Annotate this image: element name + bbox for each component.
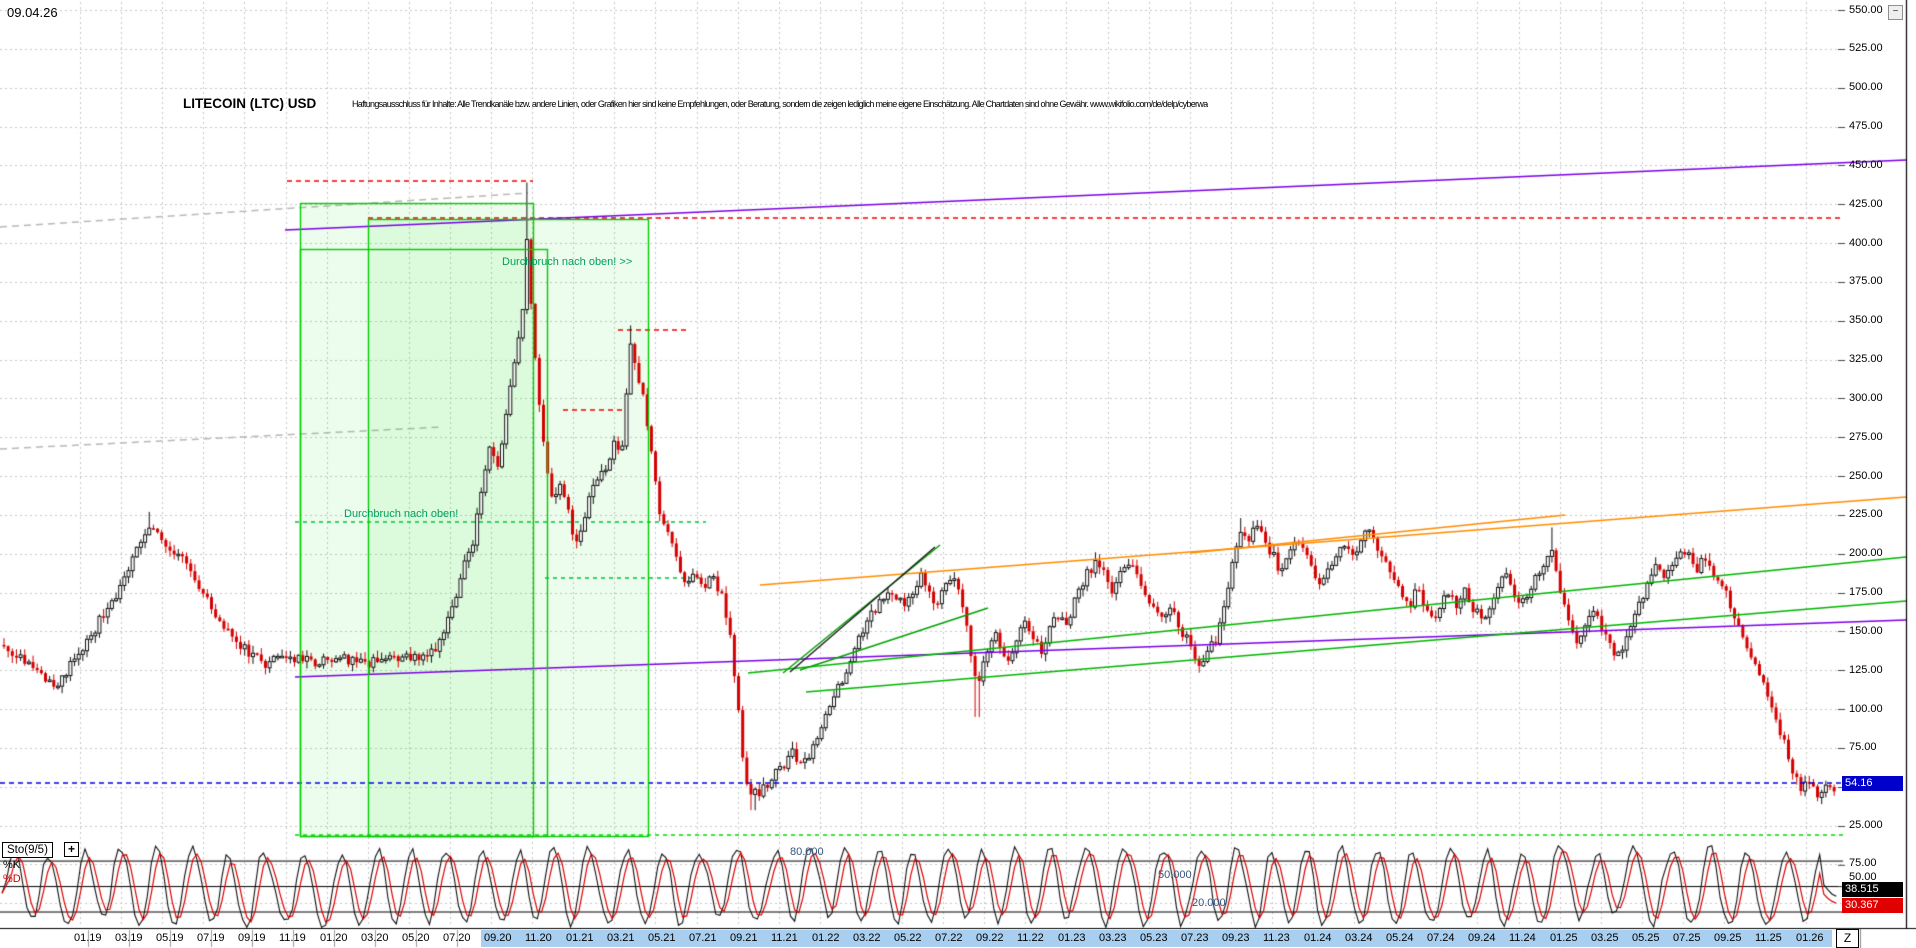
minimize-button[interactable]: − (1888, 5, 1903, 20)
time-axis-label: 01.21 (566, 932, 594, 944)
time-axis-label: 01.25 (1550, 932, 1578, 944)
breakout-annotation: Durchbruch nach oben! >> (502, 256, 633, 268)
time-axis-label: 11.22 (1017, 932, 1044, 944)
price-axis-label: 100.00 (1849, 702, 1883, 715)
time-axis-label: 09.24 (1468, 932, 1496, 944)
time-axis-label: 05.21 (648, 932, 676, 944)
time-axis-label: 09.19 (238, 932, 266, 944)
price-axis-label: 350.00 (1849, 314, 1883, 327)
time-axis-label: 01.26 (1796, 932, 1824, 944)
time-axis-label: 05.22 (894, 932, 922, 944)
price-axis-label: 225.00 (1849, 508, 1883, 521)
stochastic-indicator-label[interactable]: Sto(9/5) (2, 842, 53, 858)
price-axis-label: 75.00 (1849, 741, 1877, 754)
time-axis-label: 01.19 (74, 932, 102, 944)
time-axis-label: 07.20 (443, 932, 471, 944)
time-axis-label: 09.20 (484, 932, 512, 944)
stochastic-k-value-box: 38.515 (1842, 882, 1903, 897)
price-axis-label: 200.00 (1849, 547, 1883, 560)
time-axis-label: 03.24 (1345, 932, 1373, 944)
chart-date-label: 09.04.26 (7, 5, 58, 20)
time-axis-label: 09.25 (1714, 932, 1742, 944)
time-axis-label: 03.25 (1591, 932, 1619, 944)
time-axis-label: 05.25 (1632, 932, 1660, 944)
time-axis-label: 11.25 (1755, 932, 1782, 944)
price-axis-label: 325.00 (1849, 353, 1883, 366)
time-axis-label: 05.23 (1140, 932, 1168, 944)
zoom-button[interactable]: Z (1836, 929, 1859, 948)
time-axis-label: 01.24 (1304, 932, 1332, 944)
time-axis-label: 03.20 (361, 932, 389, 944)
price-axis-label: 375.00 (1849, 275, 1883, 288)
chart-title: LITECOIN (LTC) USD (183, 96, 317, 111)
current-price-box: 54.16 (1842, 776, 1903, 791)
price-axis-label: 475.00 (1849, 120, 1883, 133)
time-axis-label: 11.20 (525, 932, 552, 944)
time-axis-label: 03.19 (115, 932, 143, 944)
time-axis-label: 11.21 (771, 932, 798, 944)
time-axis-label: 01.23 (1058, 932, 1086, 944)
time-axis-label: 07.19 (197, 932, 225, 944)
disclaimer-text: Haftungsausschluss für Inhalte: Alle Tre… (352, 99, 1208, 109)
price-axis-label: 275.00 (1849, 430, 1883, 443)
time-range-selection-bar[interactable] (481, 930, 1832, 947)
price-axis-label: 450.00 (1849, 158, 1883, 171)
price-axis-label: 150.00 (1849, 624, 1883, 637)
price-axis-label: 25.000 (1849, 819, 1883, 832)
stochastic-level-label: 50.000 (1158, 869, 1192, 881)
stochastic-level-label: 80.000 (790, 846, 824, 858)
time-axis-label: 03.21 (607, 932, 635, 944)
time-axis-label: 01.20 (320, 932, 348, 944)
price-axis-label: 425.00 (1849, 197, 1883, 210)
time-axis-label: 09.21 (730, 932, 758, 944)
price-axis-label: 250.00 (1849, 469, 1883, 482)
time-axis-label: 05.20 (402, 932, 430, 944)
time-axis-label: 03.22 (853, 932, 881, 944)
price-axis-label: 175.00 (1849, 586, 1883, 599)
price-axis-label: 125.00 (1849, 663, 1883, 676)
price-axis-label: 500.00 (1849, 81, 1883, 94)
time-axis-label: 07.25 (1673, 932, 1701, 944)
time-axis-label: 09.22 (976, 932, 1004, 944)
time-axis-label: 09.23 (1222, 932, 1250, 944)
time-axis-label: 07.23 (1181, 932, 1209, 944)
time-axis-label: 07.21 (689, 932, 717, 944)
stochastic-d-label: %D (3, 873, 21, 885)
stochastic-k-label: %K (3, 859, 21, 871)
time-axis-label: 05.24 (1386, 932, 1414, 944)
time-axis-label: 07.24 (1427, 932, 1455, 944)
time-axis-label: 03.23 (1099, 932, 1127, 944)
stochastic-d-value-box: 30.367 (1842, 898, 1903, 913)
price-axis-label: 400.00 (1849, 236, 1883, 249)
add-indicator-icon[interactable]: + (64, 842, 79, 857)
stochastic-axis-label: 50.00 (1849, 871, 1877, 883)
stochastic-axis-label: 75.00 (1849, 857, 1877, 869)
price-axis-label: 550.00 (1849, 3, 1883, 16)
time-axis-label: 07.22 (935, 932, 963, 944)
time-axis-label: 01.22 (812, 932, 840, 944)
price-axis-label: 300.00 (1849, 391, 1883, 404)
time-axis-label: 11.24 (1509, 932, 1536, 944)
breakout-annotation: Durchbruch nach oben! (344, 508, 459, 520)
time-axis-label: 05.19 (156, 932, 184, 944)
time-axis-label: 11.23 (1263, 932, 1290, 944)
price-axis-label: 525.00 (1849, 42, 1883, 55)
time-axis-label: 11.19 (279, 932, 306, 944)
stochastic-level-label: 20.000 (1192, 897, 1226, 909)
